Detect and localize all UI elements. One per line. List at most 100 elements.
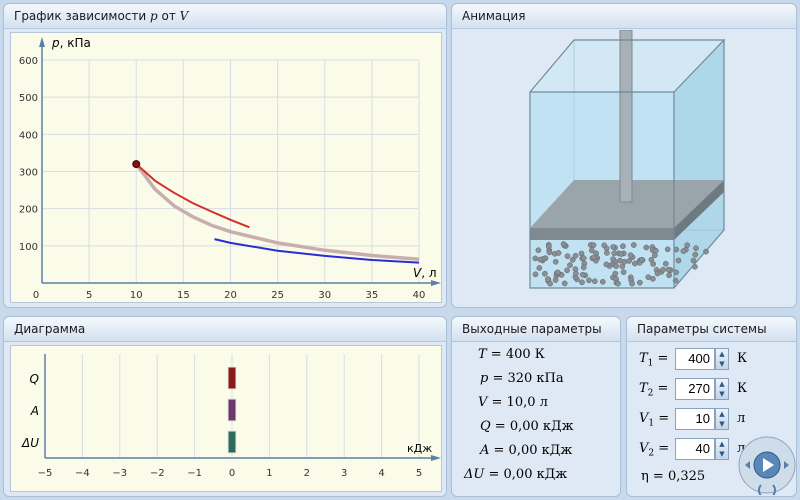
y-tick-label: 200 bbox=[19, 205, 38, 216]
gas-molecule bbox=[662, 260, 669, 267]
param-input[interactable]: 400 bbox=[675, 348, 715, 370]
diagram-unit-label: кДж bbox=[407, 442, 432, 455]
state-point bbox=[132, 160, 141, 169]
y-axis-arrow bbox=[39, 37, 45, 47]
gas-molecule bbox=[591, 278, 598, 285]
spin-down-icon[interactable]: ▼ bbox=[719, 450, 725, 458]
diagram-tick-label: 3 bbox=[341, 468, 347, 479]
y-tick-label: 500 bbox=[19, 93, 38, 104]
param-input[interactable]: 10 bbox=[675, 408, 715, 430]
output-value: = 0,00 кДж bbox=[489, 443, 573, 458]
piston-rod bbox=[619, 30, 633, 203]
diagram-panel-title: Диаграмма bbox=[4, 317, 446, 342]
series-line-2 bbox=[134, 163, 420, 261]
gas-molecule bbox=[564, 253, 571, 260]
gas-molecule bbox=[564, 267, 570, 274]
piston-front bbox=[530, 228, 674, 240]
param-input[interactable]: 40 bbox=[675, 438, 715, 460]
spin-up-icon[interactable]: ▲ bbox=[719, 440, 725, 448]
diagram-tick-label: −3 bbox=[112, 468, 127, 479]
gas-molecule bbox=[627, 252, 634, 259]
y-tick-label: 600 bbox=[19, 56, 38, 67]
gas-molecule bbox=[613, 263, 619, 269]
output-row: Q = 0,00 кДж bbox=[480, 419, 574, 434]
gas-molecule bbox=[603, 261, 610, 268]
diagram-plot-area: −5 −4 −3 −2 −1 0 1 2 3 4 5 кДж Q A ΔU bbox=[10, 345, 442, 492]
series-line-1 bbox=[214, 238, 420, 264]
gas-molecule bbox=[536, 265, 543, 271]
spin-up-icon[interactable]: ▲ bbox=[719, 410, 725, 418]
x-tick-label: 35 bbox=[366, 290, 379, 301]
system-panel-title: Параметры системы bbox=[627, 317, 796, 342]
param-unit: л bbox=[737, 441, 746, 456]
diagram-tick-label: 4 bbox=[378, 468, 384, 479]
diagram-tick-label: −4 bbox=[75, 468, 90, 479]
param-spinner[interactable]: ▲ ▼ bbox=[715, 408, 729, 430]
y-axis-label: p, кПа bbox=[51, 36, 91, 50]
gas-molecule bbox=[532, 271, 539, 278]
diagram-row-label: Q bbox=[30, 372, 39, 386]
param-input[interactable]: 270 bbox=[675, 378, 715, 400]
gas-molecule bbox=[586, 277, 592, 284]
spin-down-icon[interactable]: ▼ bbox=[719, 420, 725, 428]
diagram-tick-label: −1 bbox=[187, 468, 202, 479]
x-axis-label: V, л bbox=[413, 266, 437, 280]
gas-molecule bbox=[552, 277, 559, 283]
diagram-bar bbox=[227, 366, 237, 390]
gas-molecule bbox=[555, 250, 562, 256]
gas-molecule bbox=[572, 266, 579, 272]
param-label: T2 = bbox=[639, 381, 669, 399]
param-spinner[interactable]: ▲ ▼ bbox=[715, 378, 729, 400]
gas-molecule bbox=[693, 245, 699, 252]
spin-up-icon[interactable]: ▲ bbox=[719, 380, 725, 388]
gas-molecule bbox=[629, 280, 635, 287]
param-spinner[interactable]: ▲ ▼ bbox=[715, 438, 729, 460]
param-label: V2 = bbox=[639, 441, 670, 459]
gas-molecule bbox=[572, 252, 579, 259]
output-value: = 0,00 кДж bbox=[484, 467, 568, 482]
gas-molecule bbox=[604, 250, 610, 256]
gas-molecule bbox=[615, 280, 621, 287]
diagram-tick-label: 5 bbox=[416, 468, 422, 479]
spin-down-icon[interactable]: ▼ bbox=[719, 390, 725, 398]
step-forward-icon[interactable] bbox=[784, 461, 789, 469]
gas-molecule bbox=[560, 241, 567, 247]
output-row: p = 320 кПа bbox=[480, 371, 564, 386]
gas-molecule bbox=[645, 274, 652, 281]
gas-molecule bbox=[610, 256, 616, 262]
output-symbol: ΔU bbox=[464, 467, 485, 482]
spin-down-icon[interactable]: ▼ bbox=[719, 360, 725, 368]
gas-molecule bbox=[620, 269, 627, 275]
spin-up-icon[interactable]: ▲ bbox=[719, 350, 725, 358]
x-tick-label: 30 bbox=[318, 290, 331, 301]
output-value: = 400 К bbox=[486, 347, 545, 362]
piston-top bbox=[530, 180, 724, 228]
param-spinner[interactable]: ▲ ▼ bbox=[715, 348, 729, 370]
output-row: A = 0,00 кДж bbox=[480, 443, 572, 458]
container-side-edges bbox=[673, 38, 725, 289]
gas-molecule bbox=[554, 269, 561, 276]
reset-icon[interactable] bbox=[758, 484, 776, 495]
efficiency-value: η = 0,325 bbox=[641, 469, 706, 484]
gas-molecule bbox=[546, 249, 553, 256]
cylinder-animation bbox=[529, 30, 725, 289]
step-back-icon[interactable] bbox=[745, 461, 750, 469]
x-tick-label: 0 bbox=[33, 290, 39, 301]
gas-molecule bbox=[537, 256, 544, 263]
gas-molecule bbox=[660, 266, 666, 273]
gas-molecule bbox=[637, 279, 643, 286]
diagram-row-label: A bbox=[30, 404, 39, 418]
y-tick-label: 400 bbox=[19, 130, 38, 141]
gas-molecule bbox=[648, 256, 655, 263]
gas-molecule bbox=[580, 264, 587, 271]
x-tick-label: 5 bbox=[86, 290, 92, 301]
gas-molecule bbox=[579, 279, 585, 286]
x-tick-label: 40 bbox=[413, 290, 426, 301]
output-row: T = 400 К bbox=[478, 347, 545, 362]
graph-panel: График зависимости p от V 0 5 10 15 20 25 30 35… bbox=[3, 3, 447, 308]
animation-panel: Анимация bbox=[451, 3, 797, 308]
param-unit: К bbox=[737, 351, 748, 366]
output-value: = 0,00 кДж bbox=[490, 419, 574, 434]
output-symbol: T bbox=[478, 347, 487, 362]
